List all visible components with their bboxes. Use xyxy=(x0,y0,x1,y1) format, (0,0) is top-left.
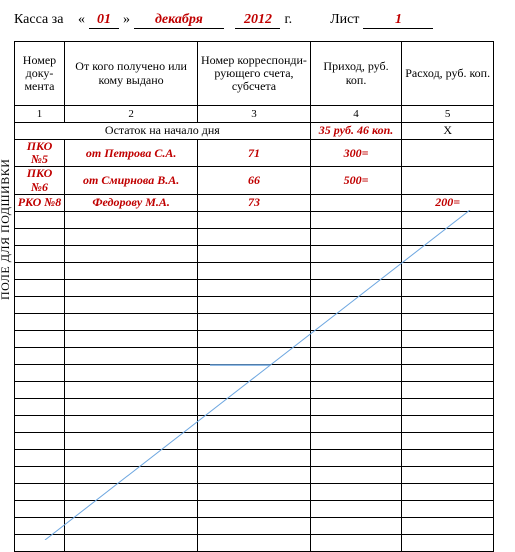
cell-doc: РКО №8 xyxy=(15,194,65,211)
opening-label: Остаток на начало дня xyxy=(15,123,311,140)
cell-out xyxy=(402,167,494,194)
cell-acct: 71 xyxy=(198,140,310,167)
table-row: РКО №8Федорову М.А.73 200= xyxy=(15,194,494,211)
table-row xyxy=(15,466,494,483)
table-row xyxy=(15,500,494,517)
table-row xyxy=(15,415,494,432)
table-row: ПКО №5от Петрова С.А.71300= xyxy=(15,140,494,167)
table-row xyxy=(15,228,494,245)
header-row: Номер доку-мента От кого получено или ко… xyxy=(15,42,494,106)
cell-out: 200= xyxy=(402,194,494,211)
col-header-out: Расход, руб. коп. xyxy=(402,42,494,106)
table-row xyxy=(15,364,494,381)
colnum-1: 1 xyxy=(15,106,65,123)
colnum-3: 3 xyxy=(198,106,310,123)
sheet-label: Лист xyxy=(330,12,359,28)
table-row xyxy=(15,449,494,466)
opening-amount: 35 руб. 46 коп. xyxy=(310,123,402,140)
cell-in xyxy=(310,194,402,211)
table-row xyxy=(15,398,494,415)
year-suffix: г. xyxy=(284,12,292,28)
header-line: Касса за « 01 » декабря 2012 г. Лист 1 xyxy=(14,12,505,29)
table-row xyxy=(15,381,494,398)
colnum-row: 1 2 3 4 5 xyxy=(15,106,494,123)
table-row xyxy=(15,245,494,262)
cell-doc: ПКО №5 xyxy=(15,140,65,167)
col-header-who: От кого получено или кому выдано xyxy=(64,42,197,106)
cell-who: от Смирнова В.А. xyxy=(64,167,197,194)
col-header-in: Приход, руб. коп. xyxy=(310,42,402,106)
sheet-number: 1 xyxy=(363,12,433,29)
opening-x: Х xyxy=(402,123,494,140)
table-row xyxy=(15,211,494,228)
table-row xyxy=(15,296,494,313)
table-row xyxy=(15,262,494,279)
colnum-2: 2 xyxy=(64,106,197,123)
cash-table: Номер доку-мента От кого получено или ко… xyxy=(14,41,494,552)
table-row: ПКО №6от Смирнова В.А.66500= xyxy=(15,167,494,194)
table-row xyxy=(15,534,494,551)
colnum-5: 5 xyxy=(402,106,494,123)
table-row xyxy=(15,279,494,296)
kassa-label: Касса за xyxy=(14,12,63,28)
date-month: декабря xyxy=(134,12,224,29)
table-row xyxy=(15,313,494,330)
cell-acct: 66 xyxy=(198,167,310,194)
col-header-doc: Номер доку-мента xyxy=(15,42,65,106)
col-header-acct: Номер корреспонди-рующего счета, субсчет… xyxy=(198,42,310,106)
cell-in: 300= xyxy=(310,140,402,167)
table-row xyxy=(15,517,494,534)
table-row xyxy=(15,483,494,500)
cell-acct: 73 xyxy=(198,194,310,211)
table-row xyxy=(15,432,494,449)
cell-out xyxy=(402,140,494,167)
cell-in: 500= xyxy=(310,167,402,194)
date-year: 2012 xyxy=(235,12,280,29)
cell-who: Федорову М.А. xyxy=(64,194,197,211)
cell-who: от Петрова С.А. xyxy=(64,140,197,167)
table-row xyxy=(15,330,494,347)
colnum-4: 4 xyxy=(310,106,402,123)
table-row xyxy=(15,347,494,364)
cell-doc: ПКО №6 xyxy=(15,167,65,194)
date-day: 01 xyxy=(89,12,119,29)
binding-margin-label: ПОЛЕ ДЛЯ ПОДШИВКИ xyxy=(0,159,13,300)
opening-balance-row: Остаток на начало дня 35 руб. 46 коп. Х xyxy=(15,123,494,140)
